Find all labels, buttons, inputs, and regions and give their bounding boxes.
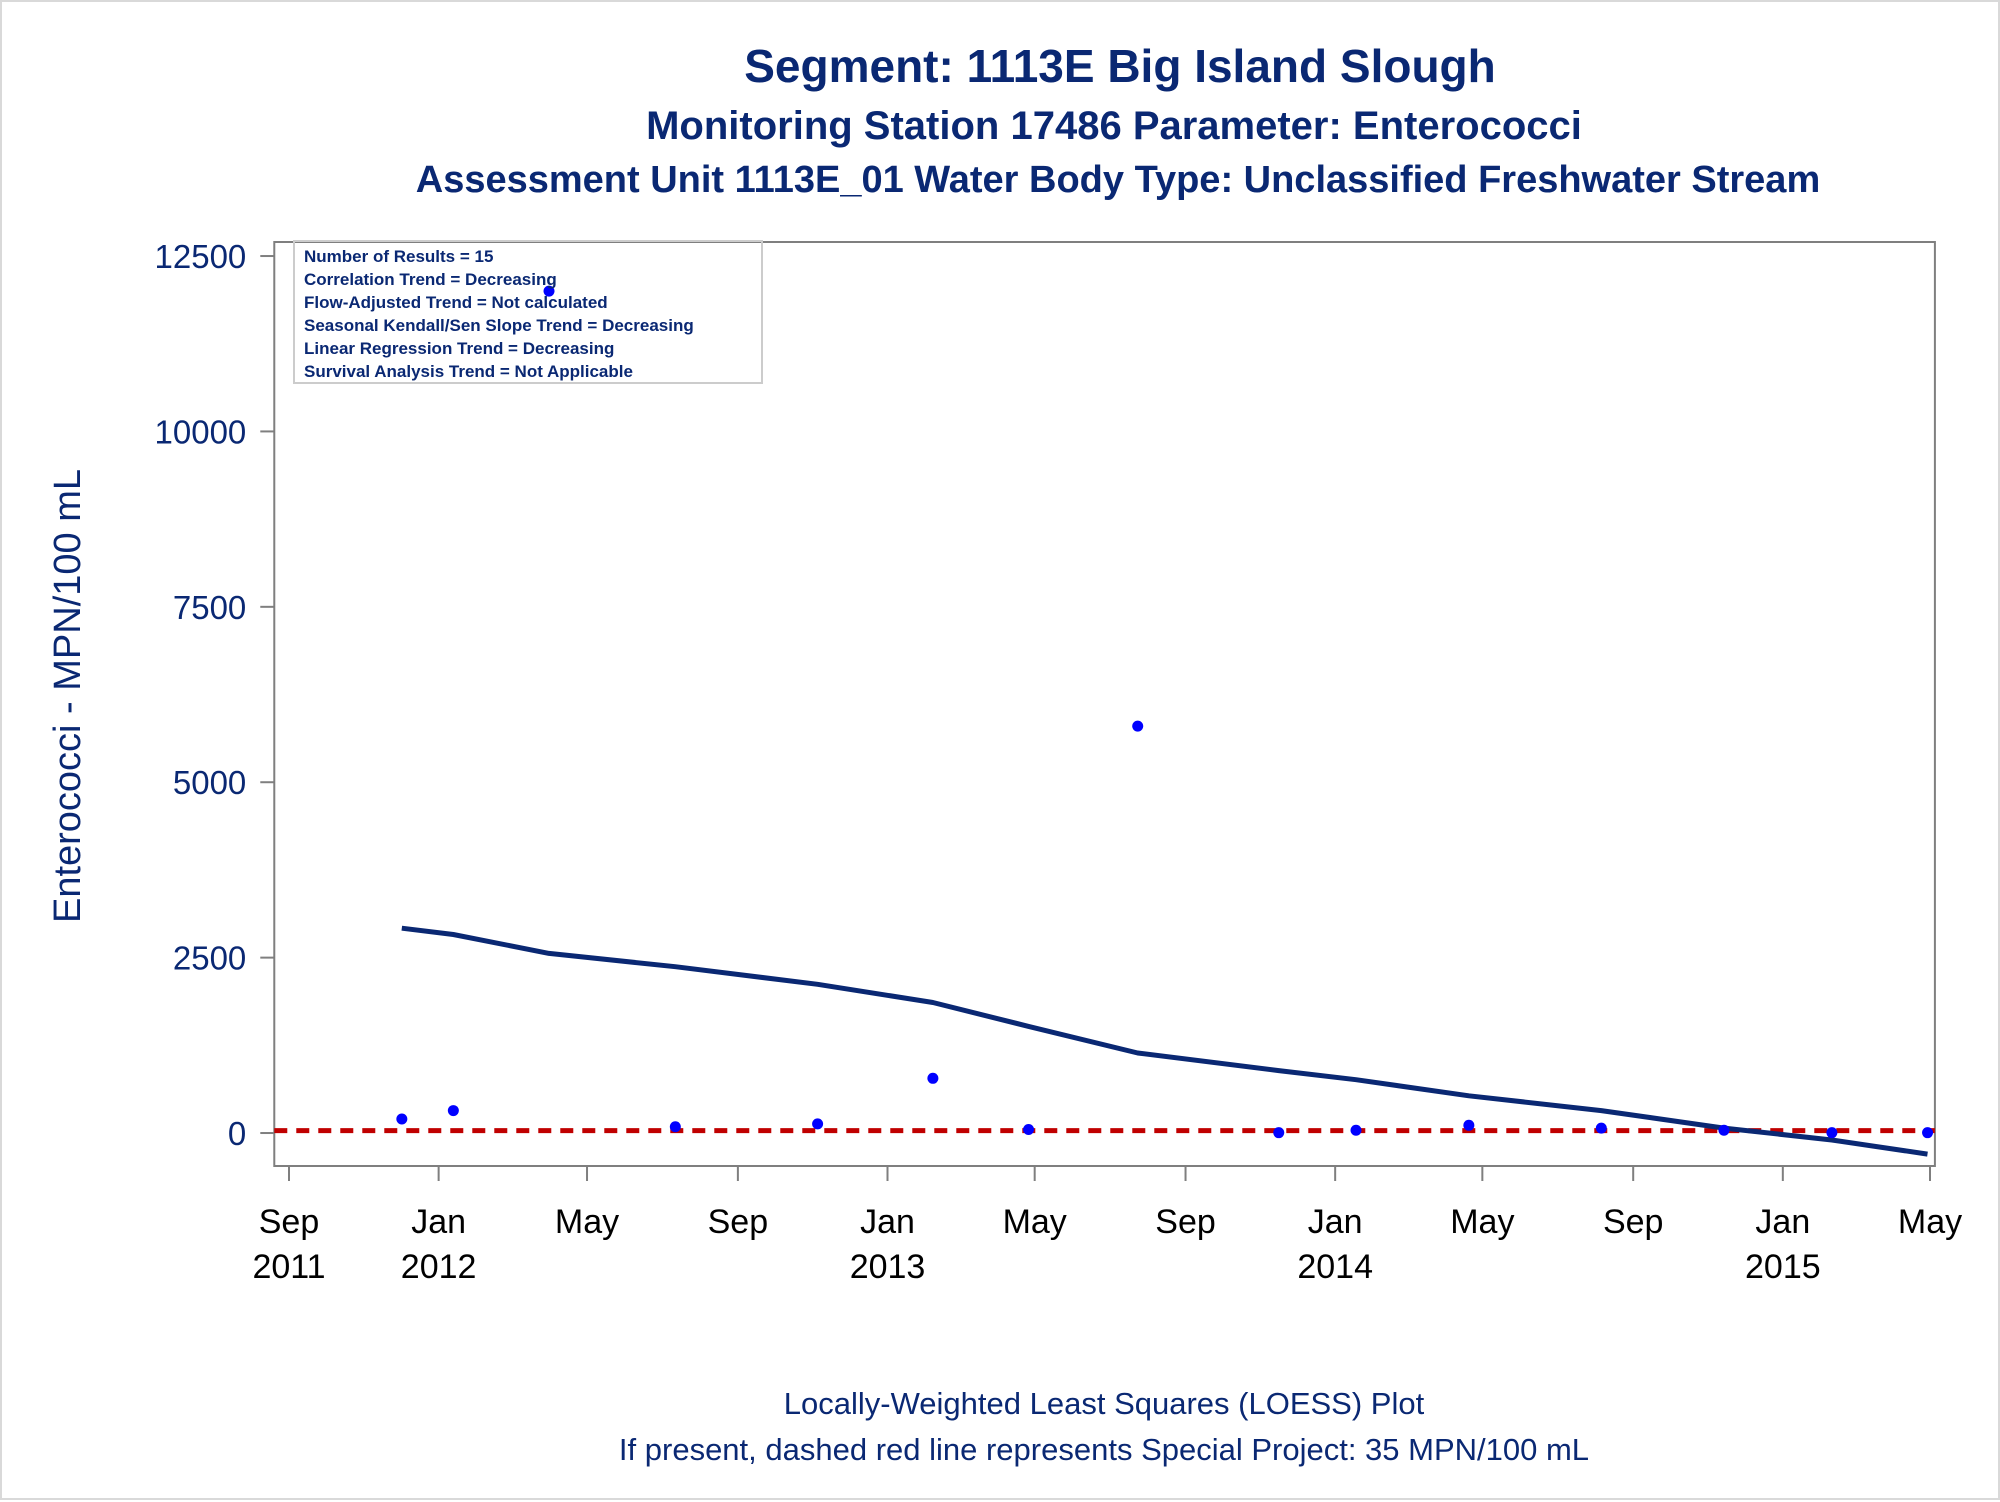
x-tick-label-month: May — [555, 1203, 619, 1241]
x-tick-label-month: May — [1898, 1203, 1962, 1241]
data-point — [1595, 1122, 1607, 1134]
x-tick-label-month: Sep — [1155, 1203, 1216, 1241]
stats-box: Number of Results = 15 Correlation Trend… — [293, 240, 763, 384]
data-point — [1718, 1124, 1730, 1136]
stat-survival-analysis-trend: Survival Analysis Trend = Not Applicable — [304, 362, 633, 381]
chart-subtitle-unit: Assessment Unit 1113E_01 Water Body Type… — [416, 159, 1820, 201]
y-tick-label: 2500 — [173, 940, 246, 977]
footnote-loess: Locally-Weighted Least Squares (LOESS) P… — [784, 1386, 1425, 1421]
x-tick-label-month: Sep — [1603, 1203, 1664, 1241]
x-tick-label-month: May — [1003, 1203, 1067, 1241]
stat-seasonal-kendall-trend: Seasonal Kendall/Sen Slope Trend = Decre… — [304, 316, 694, 335]
x-tick-label-year: 2013 — [850, 1248, 926, 1286]
stat-linear-regression-trend: Linear Regression Trend = Decreasing — [304, 339, 614, 358]
chart-title: Segment: 1113E Big Island Slough — [744, 40, 1496, 92]
data-point — [1826, 1127, 1838, 1139]
x-tick-label-year: 2012 — [401, 1248, 477, 1286]
y-tick-label: 10000 — [155, 413, 247, 450]
x-tick-label-month: Jan — [860, 1203, 915, 1241]
loess-line — [401, 925, 1928, 1157]
chart-subtitle-station: Monitoring Station 17486 Parameter: Ente… — [646, 104, 1582, 148]
data-point — [1463, 1119, 1475, 1131]
stat-correlation-trend: Correlation Trend = Decreasing — [304, 270, 557, 289]
y-axis: 0 2500 5000 7500 10000 12500 — [155, 238, 275, 1152]
x-tick-label-month: May — [1450, 1203, 1514, 1241]
x-tick-label-year: 2014 — [1297, 1248, 1373, 1286]
data-point — [1023, 1124, 1035, 1136]
x-tick-label-year: 2011 — [252, 1248, 325, 1286]
data-point — [447, 1105, 459, 1117]
x-tick-label-year: 2015 — [1745, 1248, 1821, 1286]
data-point — [1350, 1124, 1362, 1136]
data-point — [1273, 1127, 1285, 1139]
plot-area-frame — [273, 241, 1936, 1167]
x-tick-label-month: Jan — [1308, 1203, 1363, 1241]
x-axis: Sep 2011 Jan 2012 May Sep Jan 2013 May Sep Jan 2014… — [252, 1166, 1962, 1286]
y-axis-label: Enterococci - MPN/100 mL — [47, 469, 89, 923]
x-tick-label-month: Sep — [708, 1203, 769, 1241]
data-point — [927, 1072, 939, 1084]
footnote-reference-line: If present, dashed red line represents S… — [619, 1432, 1589, 1467]
data-point — [1922, 1127, 1934, 1139]
series-layer — [274, 285, 1935, 1157]
y-tick-label: 7500 — [173, 589, 246, 626]
data-point — [669, 1121, 681, 1133]
x-tick-label-month: Sep — [259, 1203, 320, 1241]
x-tick-label-month: Jan — [1755, 1203, 1810, 1241]
stat-number-of-results: Number of Results = 15 — [304, 247, 493, 266]
data-point — [1132, 720, 1144, 732]
y-tick-label: 12500 — [155, 238, 247, 275]
x-tick-label-month: Jan — [411, 1203, 466, 1241]
y-tick-label: 0 — [228, 1115, 246, 1152]
y-tick-label: 5000 — [173, 764, 246, 801]
data-point — [543, 285, 555, 297]
stats-box-frame — [293, 240, 763, 384]
stat-flow-adjusted-trend: Flow-Adjusted Trend = Not calculated — [304, 293, 608, 312]
data-point — [812, 1118, 824, 1130]
data-point — [396, 1113, 408, 1125]
